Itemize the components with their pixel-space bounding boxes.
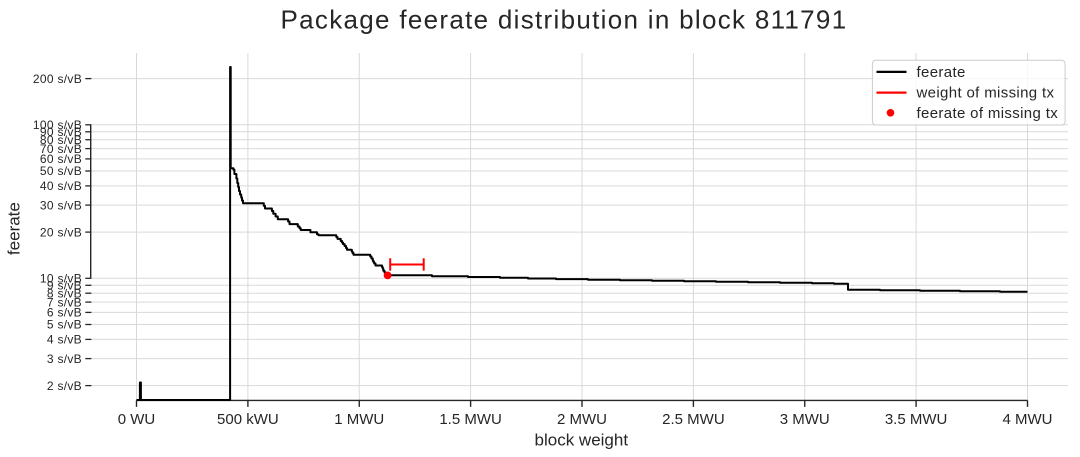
svg-text:6 s/vB: 6 s/vB <box>47 306 82 320</box>
svg-text:100 s/vB: 100 s/vB <box>33 118 82 132</box>
svg-text:feerate: feerate <box>5 202 24 255</box>
svg-text:200 s/vB: 200 s/vB <box>33 72 82 86</box>
svg-text:1.5 MWU: 1.5 MWU <box>439 411 502 428</box>
svg-text:Package feerate distribution i: Package feerate distribution in block 81… <box>281 5 848 35</box>
svg-text:30 s/vB: 30 s/vB <box>40 198 82 212</box>
svg-text:8 s/vB: 8 s/vB <box>47 286 82 300</box>
svg-text:7 s/vB: 7 s/vB <box>47 295 82 309</box>
svg-text:3.5 MWU: 3.5 MWU <box>885 411 948 428</box>
svg-text:weight of missing tx: weight of missing tx <box>916 85 1055 102</box>
svg-text:4 MWU: 4 MWU <box>1003 411 1053 428</box>
svg-text:2.5 MWU: 2.5 MWU <box>662 411 725 428</box>
svg-text:feerate: feerate <box>917 64 966 81</box>
svg-text:3 MWU: 3 MWU <box>780 411 830 428</box>
svg-text:3 s/vB: 3 s/vB <box>47 352 82 366</box>
svg-text:0 WU: 0 WU <box>118 411 156 428</box>
svg-text:9 s/vB: 9 s/vB <box>47 279 82 293</box>
svg-text:500 kWU: 500 kWU <box>217 411 279 428</box>
svg-text:50 s/vB: 50 s/vB <box>40 164 82 178</box>
svg-text:70 s/vB: 70 s/vB <box>40 142 82 156</box>
svg-text:feerate of missing tx: feerate of missing tx <box>917 105 1059 122</box>
svg-text:1 MWU: 1 MWU <box>334 411 384 428</box>
svg-text:4 s/vB: 4 s/vB <box>47 333 82 347</box>
svg-text:10 s/vB: 10 s/vB <box>40 272 82 286</box>
svg-text:60 s/vB: 60 s/vB <box>40 152 82 166</box>
svg-text:2 MWU: 2 MWU <box>557 411 607 428</box>
svg-text:block weight: block weight <box>535 431 629 450</box>
svg-text:20 s/vB: 20 s/vB <box>40 225 82 239</box>
svg-text:40 s/vB: 40 s/vB <box>40 179 82 193</box>
svg-text:90 s/vB: 90 s/vB <box>40 125 82 139</box>
svg-text:5 s/vB: 5 s/vB <box>47 318 82 332</box>
svg-text:2 s/vB: 2 s/vB <box>47 379 82 393</box>
svg-text:80 s/vB: 80 s/vB <box>40 133 82 147</box>
